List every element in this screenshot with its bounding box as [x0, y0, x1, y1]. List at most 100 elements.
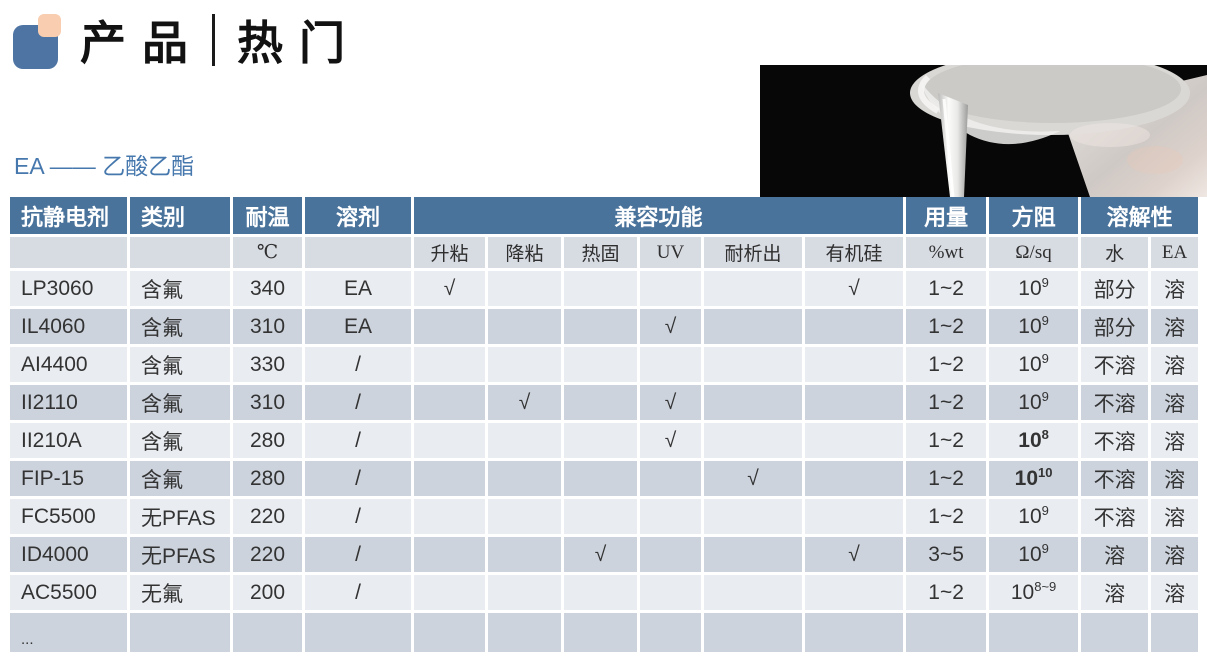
cell-resistance: 108 [989, 423, 1082, 461]
units-category [130, 237, 233, 271]
cell-compat-6: √ [805, 537, 907, 575]
logo-peach-square-icon [38, 14, 61, 37]
cell-water-solubility: 不溶 [1081, 461, 1152, 499]
cell-solvent: EA [305, 271, 414, 309]
cell-compat-3 [564, 461, 640, 499]
cell-temp: 310 [233, 309, 305, 347]
header-dosage: 用量 [906, 197, 990, 237]
cell-agent: LP3060 [10, 271, 130, 309]
cell-resistance: 108~9 [989, 575, 1082, 613]
cell-water-solubility: 不溶 [1081, 385, 1152, 423]
table-header-row: 抗静电剂 类别 耐温 溶剂 兼容功能 用量 方阻 溶解性 [10, 197, 1199, 237]
cell-ea-solubility: 溶 [1151, 347, 1199, 385]
cell-compat-1 [414, 575, 488, 613]
cell-resistance: 109 [989, 537, 1082, 575]
cell-dosage: 1~2 [906, 461, 990, 499]
cell-compat-3 [564, 385, 640, 423]
header-temp: 耐温 [233, 197, 305, 237]
cell-category: 含氟 [130, 347, 233, 385]
cell-compat-5 [704, 423, 805, 461]
cell-category: 含氟 [130, 461, 233, 499]
subheader-solubility-water: 水 [1081, 237, 1152, 271]
subheader-compat-3: 热固 [564, 237, 640, 271]
title-divider [212, 14, 215, 66]
cell-compat-1 [414, 461, 488, 499]
cell-compat-1 [414, 347, 488, 385]
cell-compat-3 [564, 613, 640, 655]
cell-compat-3: √ [564, 537, 640, 575]
cell-compat-6: √ [805, 271, 907, 309]
header-compat: 兼容功能 [414, 197, 907, 237]
cell-agent: ... [10, 613, 130, 655]
units-solvent [305, 237, 414, 271]
header-category: 类别 [130, 197, 233, 237]
cell-compat-2 [488, 461, 564, 499]
cell-water-solubility: 不溶 [1081, 347, 1152, 385]
cell-compat-6 [805, 461, 907, 499]
product-photo [760, 65, 1207, 197]
cell-compat-4: √ [640, 423, 704, 461]
product-table: 抗静电剂 类别 耐温 溶剂 兼容功能 用量 方阻 溶解性 ℃ 升粘 降粘 热固 … [10, 197, 1199, 655]
cell-category: 含氟 [130, 385, 233, 423]
cell-ea-solubility: 溶 [1151, 575, 1199, 613]
cell-solvent [305, 613, 414, 655]
header-solubility: 溶解性 [1081, 197, 1199, 237]
cell-temp: 340 [233, 271, 305, 309]
cell-category: 含氟 [130, 309, 233, 347]
cell-compat-4 [640, 575, 704, 613]
cell-resistance: 109 [989, 347, 1082, 385]
cell-water-solubility: 不溶 [1081, 499, 1152, 537]
cell-category: 无PFAS [130, 537, 233, 575]
cell-solvent: / [305, 347, 414, 385]
table-row: ... [10, 613, 1199, 655]
cell-compat-2 [488, 613, 564, 655]
cell-ea-solubility [1151, 613, 1199, 655]
cell-agent: ID4000 [10, 537, 130, 575]
table-row: FIP-15 含氟 280/ √ 1~2 1010 不溶溶 [10, 461, 1199, 499]
cell-compat-3 [564, 347, 640, 385]
cell-compat-4 [640, 271, 704, 309]
cell-water-solubility: 部分 [1081, 309, 1152, 347]
cell-temp: 220 [233, 499, 305, 537]
cell-water-solubility: 部分 [1081, 271, 1152, 309]
cell-compat-6 [805, 347, 907, 385]
subheader-compat-5: 耐析出 [704, 237, 805, 271]
page-title-right: 热门 [237, 18, 361, 69]
units-dosage: %wt [906, 237, 990, 271]
cell-dosage: 1~2 [906, 347, 990, 385]
cell-compat-4 [640, 537, 704, 575]
brand-logo [13, 8, 73, 70]
cell-temp: 280 [233, 423, 305, 461]
cell-solvent: / [305, 575, 414, 613]
subheader-compat-1: 升粘 [414, 237, 488, 271]
cell-ea-solubility: 溶 [1151, 537, 1199, 575]
cell-compat-2 [488, 499, 564, 537]
cell-temp: 200 [233, 575, 305, 613]
cell-compat-3 [564, 499, 640, 537]
pouring-liquid-image [760, 65, 1207, 197]
units-temp: ℃ [233, 237, 305, 271]
cell-ea-solubility: 溶 [1151, 461, 1199, 499]
cell-dosage [906, 613, 990, 655]
cell-solvent: / [305, 385, 414, 423]
cell-water-solubility: 溶 [1081, 575, 1152, 613]
cell-compat-1 [414, 385, 488, 423]
cell-agent: IL4060 [10, 309, 130, 347]
cell-compat-5 [704, 385, 805, 423]
cell-temp: 330 [233, 347, 305, 385]
subheader-compat-4: UV [640, 237, 704, 271]
cell-water-solubility: 不溶 [1081, 423, 1152, 461]
cell-compat-6 [805, 423, 907, 461]
cell-compat-1 [414, 499, 488, 537]
units-resistance: Ω/sq [989, 237, 1082, 271]
cell-compat-5 [704, 347, 805, 385]
cell-agent: AI4400 [10, 347, 130, 385]
cell-compat-4 [640, 613, 704, 655]
cell-solvent: / [305, 461, 414, 499]
cell-compat-4 [640, 461, 704, 499]
cell-compat-4 [640, 347, 704, 385]
cell-dosage: 1~2 [906, 575, 990, 613]
table-row: II2110 含氟 310/ √ √ 1~2 109 不溶溶 [10, 385, 1199, 423]
cell-compat-5: √ [704, 461, 805, 499]
cell-compat-3 [564, 423, 640, 461]
